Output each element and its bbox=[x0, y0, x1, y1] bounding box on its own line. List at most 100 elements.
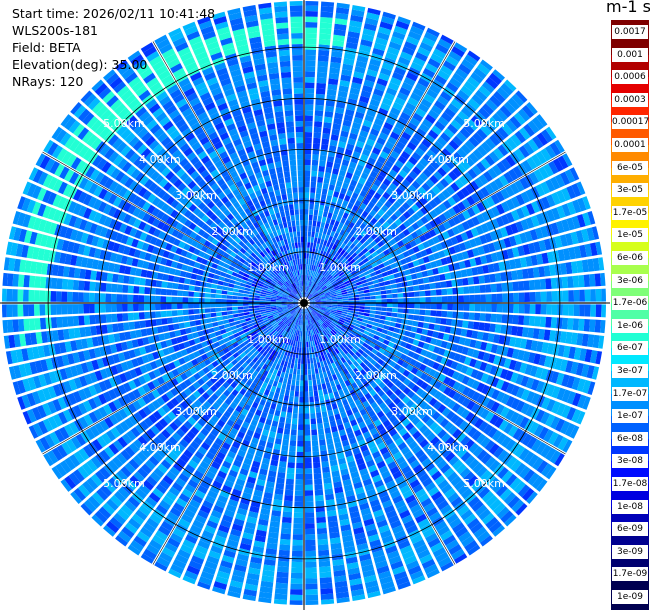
range-bin bbox=[456, 345, 464, 354]
range-bin bbox=[323, 279, 329, 285]
range-bin bbox=[387, 155, 397, 164]
range-bin bbox=[434, 120, 446, 131]
range-bin bbox=[318, 290, 324, 295]
range-bin bbox=[349, 236, 356, 243]
range-bin bbox=[350, 156, 359, 164]
range-bin bbox=[340, 130, 349, 138]
range-bin bbox=[243, 309, 250, 313]
range-bin bbox=[362, 28, 376, 37]
range-bin bbox=[568, 304, 574, 316]
range-bin bbox=[433, 140, 444, 151]
range-bin bbox=[304, 187, 310, 193]
range-bin bbox=[372, 205, 381, 213]
range-bin bbox=[572, 318, 580, 331]
range-bin bbox=[320, 304, 327, 307]
range-bin bbox=[391, 191, 400, 200]
range-bin bbox=[342, 300, 349, 303]
range-bin bbox=[520, 375, 530, 387]
range-bin bbox=[390, 213, 398, 222]
range-bin bbox=[346, 143, 355, 151]
range-bin bbox=[305, 539, 316, 546]
range-bin bbox=[349, 267, 355, 273]
range-bin bbox=[401, 46, 415, 56]
range-bin bbox=[395, 248, 403, 255]
range-bin bbox=[392, 102, 404, 111]
range-bin bbox=[414, 237, 422, 245]
range-bin bbox=[226, 295, 233, 299]
range-bin bbox=[557, 155, 569, 170]
range-bin bbox=[524, 230, 533, 243]
range-bin bbox=[366, 277, 373, 283]
range-bin bbox=[338, 169, 347, 177]
range-bin bbox=[342, 309, 348, 313]
range-bin bbox=[548, 160, 559, 175]
range-bin bbox=[481, 103, 494, 116]
range-bin bbox=[17, 289, 24, 302]
range-bin bbox=[466, 218, 475, 229]
range-bin bbox=[309, 281, 312, 288]
range-bin bbox=[427, 238, 435, 247]
range-bin bbox=[210, 312, 217, 318]
range-bin bbox=[350, 14, 364, 23]
range-bin bbox=[323, 122, 332, 129]
range-bin bbox=[441, 147, 452, 159]
range-bin bbox=[410, 61, 423, 72]
range-bin bbox=[388, 169, 398, 178]
range-bin bbox=[391, 312, 398, 318]
range-bin bbox=[467, 168, 478, 180]
range-bin bbox=[551, 385, 561, 399]
range-bin bbox=[357, 314, 364, 319]
range-bin bbox=[322, 472, 331, 479]
range-bin bbox=[441, 189, 451, 199]
range-bin bbox=[415, 162, 426, 172]
range-bin bbox=[562, 153, 573, 167]
range-bin bbox=[570, 332, 578, 345]
range-bin bbox=[396, 282, 403, 288]
range-bin bbox=[61, 304, 68, 315]
range-bin bbox=[413, 309, 420, 315]
range-bin bbox=[305, 60, 316, 67]
range-bin bbox=[342, 182, 349, 190]
range-bin bbox=[306, 275, 309, 281]
range-bin bbox=[314, 395, 320, 402]
range-bin bbox=[425, 63, 438, 74]
range-bin bbox=[320, 306, 326, 309]
range-bin bbox=[469, 358, 477, 368]
range-bin bbox=[458, 295, 464, 303]
range-bin bbox=[579, 304, 585, 317]
range-bin bbox=[67, 316, 74, 327]
range-bin bbox=[390, 337, 397, 344]
range-bin bbox=[554, 235, 563, 248]
range-bin bbox=[314, 278, 318, 284]
range-bin bbox=[317, 255, 322, 262]
range-bin bbox=[396, 287, 403, 293]
range-bin bbox=[361, 279, 368, 284]
range-bin bbox=[473, 321, 480, 330]
range-bin bbox=[414, 333, 422, 340]
range-bin bbox=[464, 54, 478, 66]
range-bin bbox=[144, 311, 151, 319]
range-bin bbox=[428, 109, 440, 120]
range-bin bbox=[480, 124, 492, 137]
range-bin bbox=[144, 295, 150, 303]
range-bin bbox=[380, 290, 387, 295]
range-bin bbox=[407, 225, 415, 234]
range-bin bbox=[515, 207, 525, 219]
range-bin bbox=[380, 256, 388, 263]
range-bin bbox=[339, 135, 348, 143]
range-bin bbox=[396, 313, 403, 319]
range-bin bbox=[34, 304, 40, 316]
range-bin bbox=[500, 214, 510, 225]
range-bin bbox=[348, 300, 354, 303]
range-bin bbox=[452, 151, 464, 163]
range-bin bbox=[447, 123, 459, 135]
range-bin bbox=[412, 87, 425, 98]
range-bin bbox=[326, 259, 332, 266]
range-bin bbox=[285, 484, 294, 491]
range-bin bbox=[314, 231, 319, 238]
range-bin bbox=[519, 232, 528, 244]
range-bin bbox=[326, 161, 334, 168]
range-bin bbox=[485, 253, 493, 264]
range-bin bbox=[383, 276, 390, 282]
range-bin bbox=[430, 260, 438, 269]
